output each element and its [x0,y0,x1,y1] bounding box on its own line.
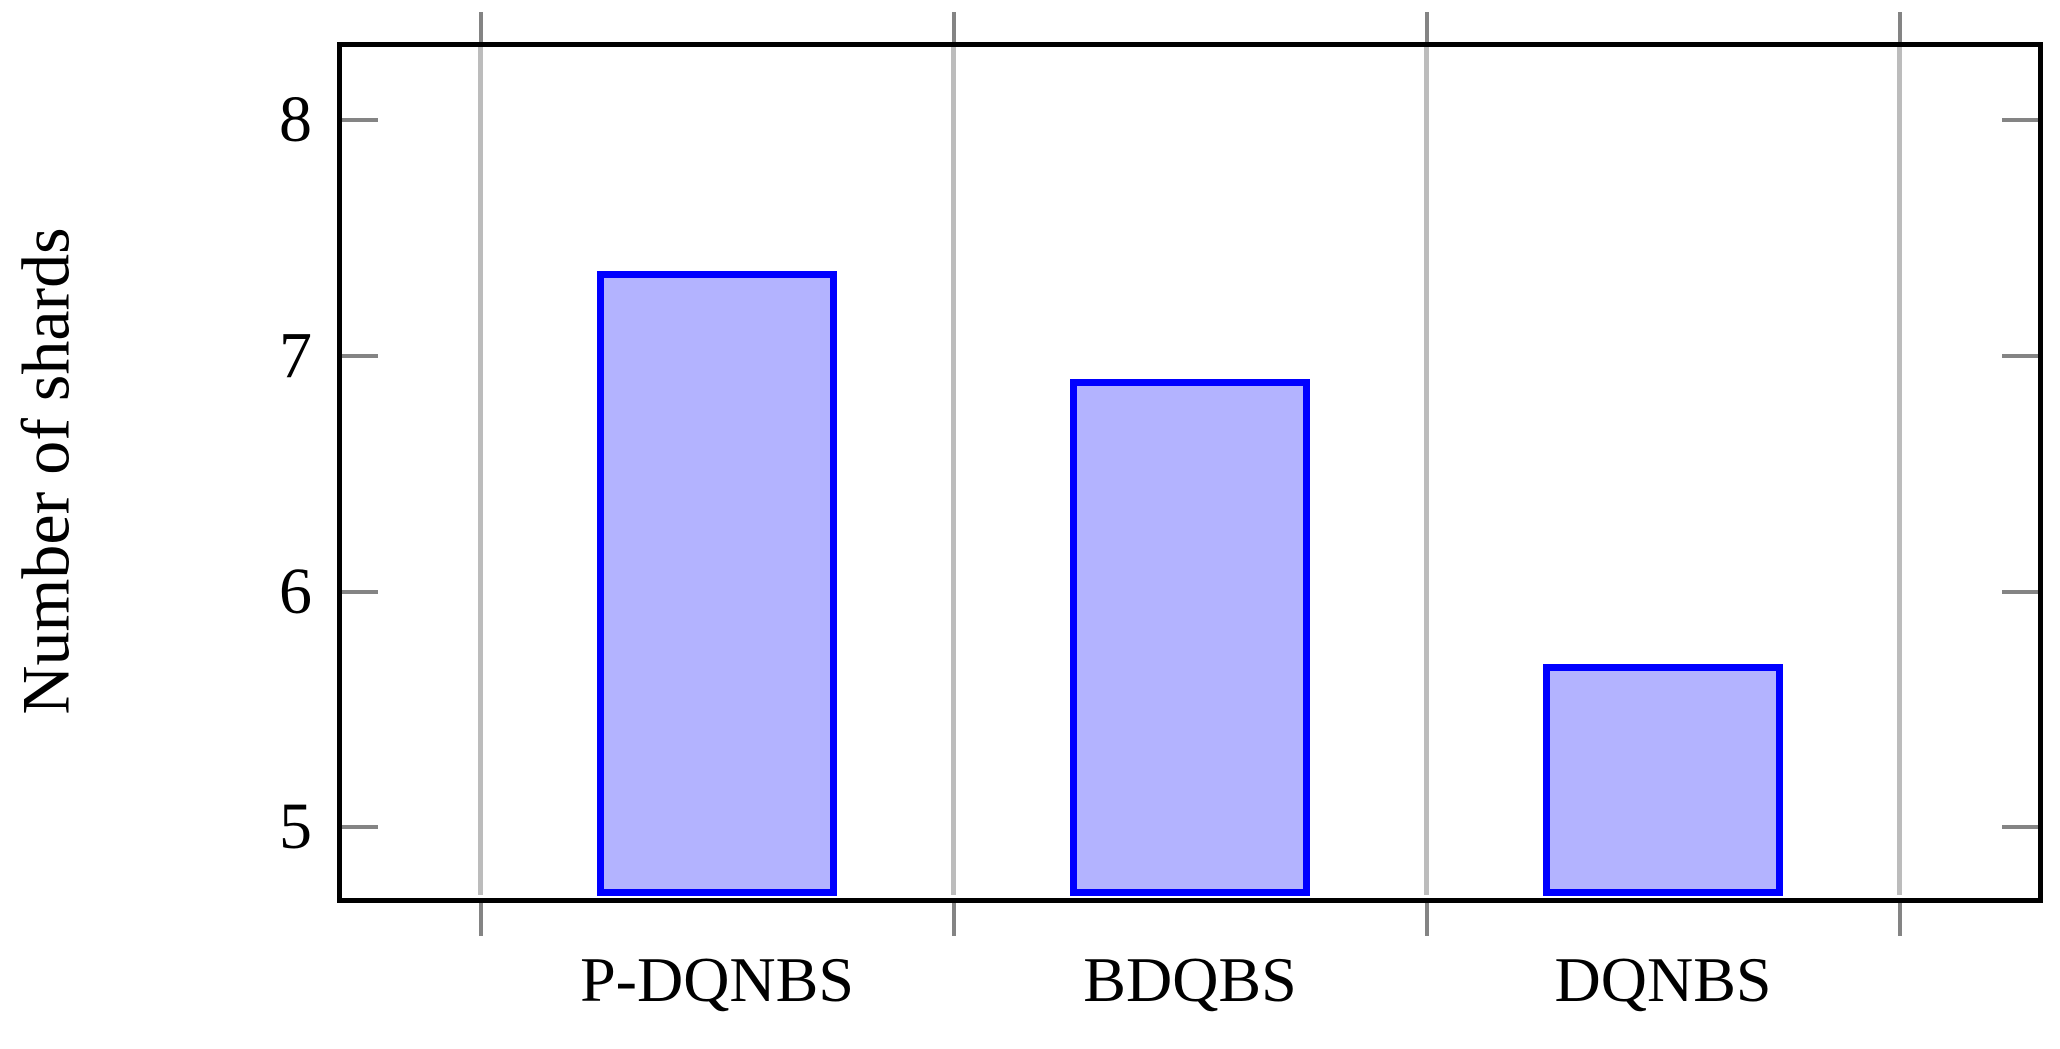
y-tick-label: 7 [279,319,312,393]
y-tick-label: 5 [279,790,312,864]
x-tick-mark-bottom [478,901,483,936]
y-tick-mark-left [342,118,378,123]
y-tick-label: 6 [279,554,312,628]
vertical-gridline [1897,47,1902,895]
x-category-label: BDQBS [1083,944,1297,1015]
y-axis-title: Number of shards [7,227,84,715]
x-tick-mark-top [1897,12,1902,44]
x-category-label: DQNBS [1554,944,1772,1015]
x-tick-mark-top [1424,12,1429,44]
x-tick-mark-bottom [1424,901,1429,936]
x-tick-mark-top [478,12,483,44]
y-tick-mark-right [2002,825,2038,830]
vertical-gridline [1424,47,1429,895]
vertical-gridline [478,47,483,895]
x-category-label: P-DQNBS [580,944,854,1015]
y-tick-mark-right [2002,589,2038,594]
y-tick-mark-right [2002,118,2038,123]
y-tick-label: 8 [279,83,312,157]
bar-bdqbs [1070,379,1310,896]
y-tick-mark-left [342,354,378,359]
y-tick-mark-right [2002,354,2038,359]
x-tick-mark-top [951,12,956,44]
y-tick-mark-left [342,589,378,594]
x-tick-mark-bottom [951,901,956,936]
plot-frame [337,42,2043,903]
bar-dqnbs [1543,664,1783,896]
vertical-gridline [951,47,956,895]
x-tick-mark-bottom [1897,901,1902,936]
y-tick-mark-left [342,825,378,830]
bar-p-dqnbs [597,271,837,896]
